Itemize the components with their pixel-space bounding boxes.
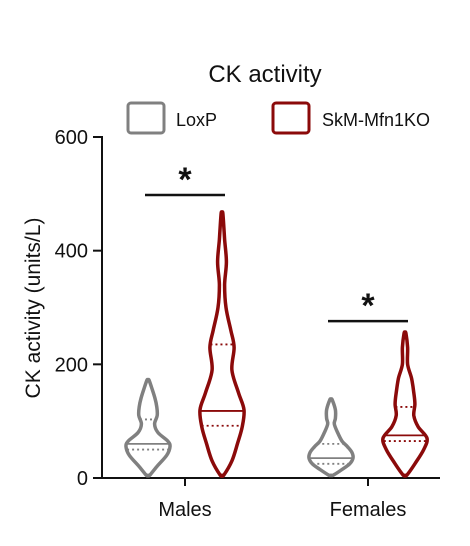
y-tick-label: 200 — [55, 354, 88, 376]
legend-label: SkM-Mfn1KO — [322, 110, 430, 130]
violin-skm-mfn1ko-males — [198, 210, 246, 478]
x-tick-label: Males — [158, 499, 211, 521]
violin-loxp-females — [307, 397, 355, 478]
chart-title: CK activity — [208, 61, 321, 88]
significance-annotations: ** — [145, 161, 408, 325]
significance-star: * — [361, 287, 375, 325]
y-tick-label: 400 — [55, 241, 88, 263]
violins — [124, 210, 429, 478]
legend-swatch — [271, 101, 311, 135]
legend: LoxP SkM-Mfn1KO — [126, 101, 430, 135]
violin-loxp-males — [124, 377, 172, 478]
y-tick-label: 600 — [55, 127, 88, 149]
x-tick-label: Females — [330, 499, 407, 521]
y-axis-label: CK activity (units/L) — [22, 218, 45, 399]
y-tick-label: 0 — [77, 468, 88, 490]
significance-star: * — [178, 161, 192, 199]
legend-swatch — [126, 101, 166, 135]
axes: 0 200 400 600 Males Females — [55, 127, 440, 521]
violin-skm-mfn1ko-females — [381, 330, 429, 478]
legend-label: LoxP — [176, 110, 217, 130]
